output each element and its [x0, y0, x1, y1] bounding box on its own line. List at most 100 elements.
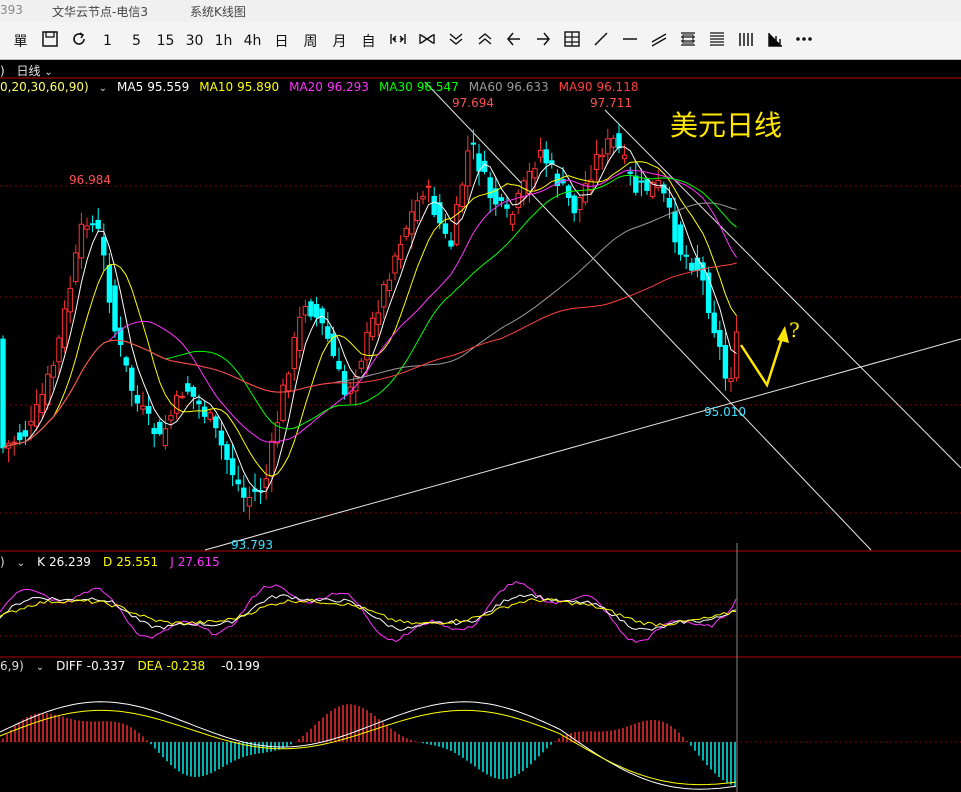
- annotation-arrowhead: [777, 326, 789, 343]
- period-select[interactable]: ) 日线 ⌄: [0, 62, 53, 79]
- macd-diff-line: [0, 701, 737, 790]
- price-extreme-label: 95.010: [704, 405, 746, 419]
- chevrons-up-button[interactable]: [471, 27, 498, 55]
- zoom-out-icon: [389, 30, 407, 52]
- candle-body: [577, 196, 583, 211]
- candle-body: [263, 478, 269, 488]
- legend-value: 25.551: [116, 555, 159, 569]
- candle-body: [89, 223, 96, 226]
- parallel-button[interactable]: [645, 27, 672, 55]
- candle-body: [543, 149, 549, 164]
- candle-body: [56, 337, 62, 363]
- candle-body: [369, 317, 376, 337]
- candle-body: [190, 386, 197, 397]
- legend-label: J: [170, 555, 174, 569]
- hline-button[interactable]: [616, 27, 643, 55]
- candle-body: [330, 333, 337, 357]
- chevrons-up-icon: [476, 30, 494, 52]
- ma20-line: [2, 169, 738, 449]
- tab-server[interactable]: 文华云节点-电信3: [52, 5, 148, 19]
- arrow-left-button[interactable]: [500, 27, 527, 55]
- refresh-button[interactable]: [65, 27, 92, 55]
- candle-body: [39, 393, 45, 413]
- period-button[interactable]: 15: [156, 32, 175, 49]
- candle-body: [313, 304, 320, 318]
- candle-body: [201, 406, 208, 417]
- chevron-down-icon[interactable]: ⌄: [16, 558, 26, 569]
- trendline-channel-lower: [424, 81, 872, 551]
- candle-body: [621, 154, 628, 160]
- candle-body: [358, 360, 365, 369]
- chart-annotation-question: ?: [789, 318, 800, 342]
- annotation-arrow: [739, 334, 785, 388]
- bars-button[interactable]: [732, 27, 759, 55]
- legend-value: 96.547: [416, 80, 459, 94]
- candle-body: [67, 287, 73, 313]
- legend-item: -0.199: [217, 659, 260, 673]
- period-prefix: ): [0, 64, 5, 78]
- candle-body: [112, 285, 118, 332]
- line-button[interactable]: [587, 27, 614, 55]
- period-button[interactable]: 1h: [214, 32, 233, 49]
- tab-system-kline[interactable]: 系统K线图: [190, 5, 246, 19]
- period-button[interactable]: 30: [185, 32, 204, 49]
- candle-body: [157, 421, 163, 435]
- legend-value: -0.337: [86, 659, 126, 673]
- period-button[interactable]: 月: [332, 33, 347, 50]
- candle-body: [140, 405, 146, 410]
- candle-body: [633, 175, 639, 193]
- toolbar: 單 1 5 15 30 1h 4h 日周月自: [0, 22, 961, 60]
- candle-body: [17, 432, 23, 441]
- save-button[interactable]: [36, 27, 63, 55]
- candle-body: [78, 223, 85, 259]
- candle-body: [649, 182, 656, 198]
- candle-body: [28, 420, 34, 426]
- symbol-code-fragment: 393: [0, 3, 23, 17]
- period-button[interactable]: 1: [103, 32, 112, 49]
- candle-body: [386, 279, 393, 292]
- period-button[interactable]: 周: [303, 33, 318, 50]
- fib-button[interactable]: [674, 27, 701, 55]
- single-button[interactable]: 單: [7, 27, 34, 55]
- candle-body: [134, 395, 141, 404]
- chevron-down-icon[interactable]: ⌄: [35, 662, 45, 673]
- save-icon: [41, 30, 59, 52]
- zoom-out-button[interactable]: [384, 27, 411, 55]
- candle-body: [666, 197, 673, 208]
- legend-value: -0.238: [166, 659, 206, 673]
- legend-label: MA90: [558, 80, 593, 94]
- candle-body: [593, 154, 600, 171]
- candle-body: [269, 440, 275, 477]
- legend-value: 95.890: [237, 80, 280, 94]
- candle-body: [733, 331, 740, 379]
- legend-label: MA5: [117, 80, 144, 94]
- fib2-button[interactable]: [703, 27, 730, 55]
- candle-body: [571, 195, 577, 214]
- legend-value: 26.239: [48, 555, 91, 569]
- candle-body: [241, 487, 247, 498]
- zoom-in-button[interactable]: [413, 27, 440, 55]
- arrow-right-icon: [534, 30, 552, 52]
- period-button[interactable]: 自: [361, 33, 376, 50]
- chevrons-down-button[interactable]: [442, 27, 469, 55]
- candle-body: [616, 133, 622, 149]
- arrow-right-button[interactable]: [529, 27, 556, 55]
- fib2-icon: [708, 30, 726, 52]
- period-button[interactable]: 日: [274, 33, 289, 50]
- candle-body: [151, 427, 157, 435]
- indicator-button[interactable]: [761, 27, 788, 55]
- line-icon: [592, 30, 610, 52]
- candle-body: [45, 373, 51, 406]
- price-extreme-label: 97.694: [452, 96, 494, 110]
- period-button[interactable]: 4h: [243, 32, 262, 49]
- legend-item: K 26.239: [37, 555, 91, 569]
- kline-chart[interactable]: [0, 60, 961, 792]
- macd-dea-line: [0, 709, 737, 786]
- more-button[interactable]: [790, 27, 817, 55]
- chevron-down-icon[interactable]: ⌄: [98, 83, 108, 94]
- candle-body: [84, 225, 90, 230]
- candle-body: [409, 211, 415, 235]
- candle-body: [448, 240, 454, 247]
- layout-button[interactable]: [558, 27, 585, 55]
- period-button[interactable]: 5: [132, 32, 141, 49]
